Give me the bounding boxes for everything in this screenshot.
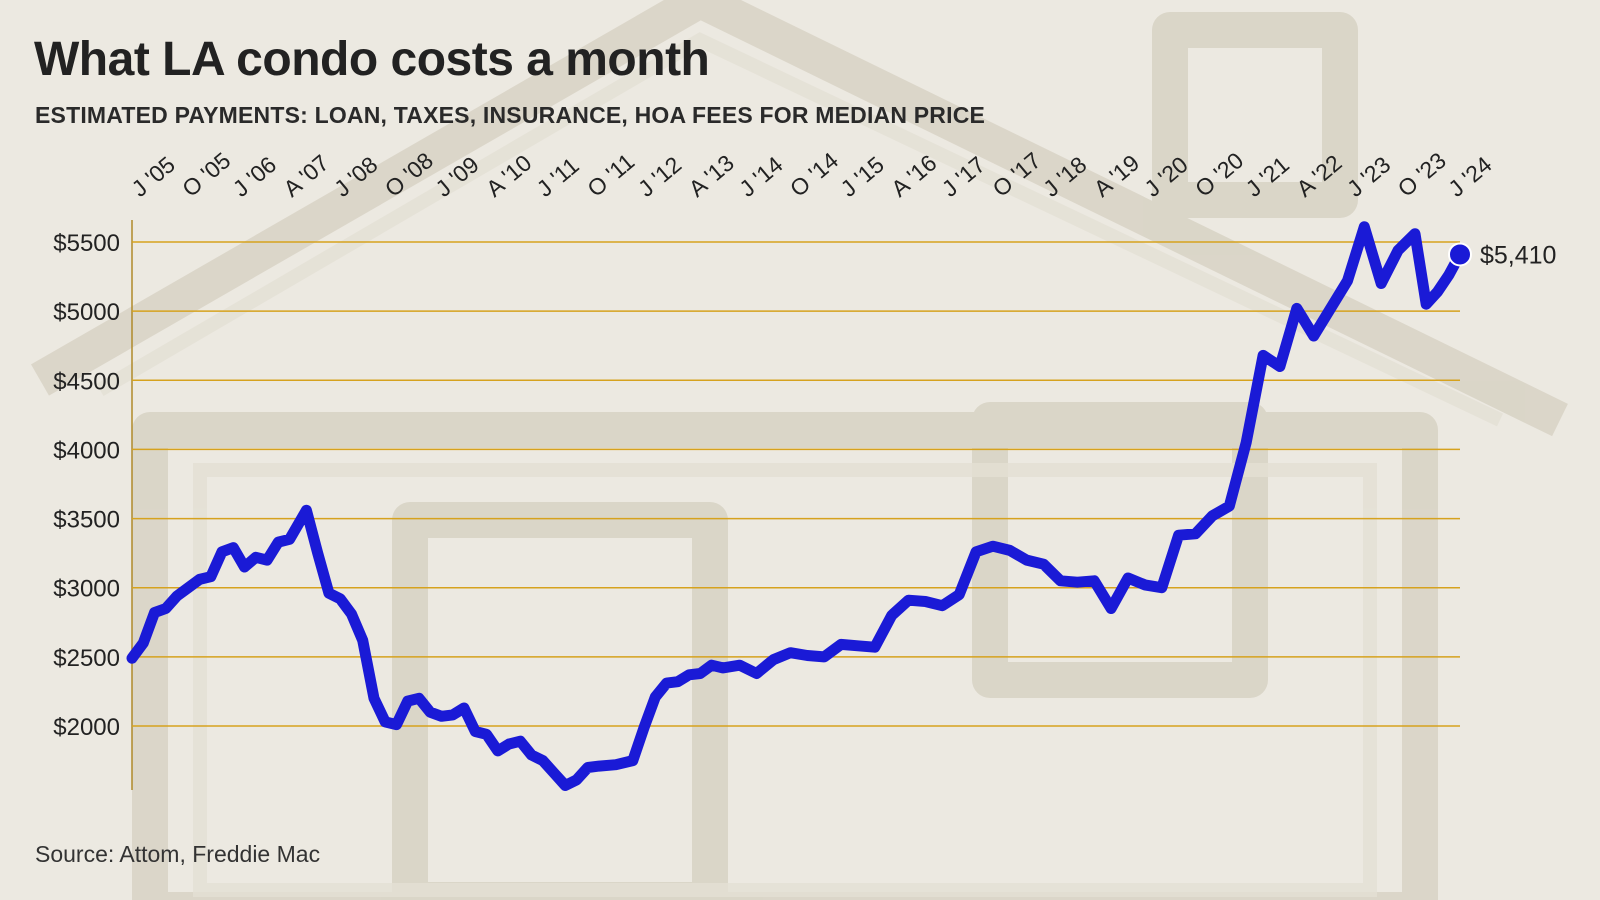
x-tick-label: J '09	[430, 151, 483, 202]
x-tick-label: O '17	[987, 147, 1045, 202]
x-tick-label: J '14	[734, 151, 788, 202]
x-tick-label: O '23	[1393, 147, 1451, 202]
y-axis-tick-labels: $2000 $2500 $3000 $3500 $4000 $4500 $5000 $5500	[53, 230, 120, 741]
x-tick-label: J '08	[329, 151, 382, 202]
x-tick-label: J '23	[1342, 151, 1395, 202]
y-tick-label: $3000	[53, 576, 120, 603]
x-axis-tick-labels: J '05O '05J '06A '07J '08O '08J '09A '10…	[127, 147, 1497, 202]
y-tick-label: $4500	[53, 368, 120, 395]
y-tick-label: $2000	[53, 714, 120, 741]
x-tick-label: J '12	[633, 151, 686, 202]
x-tick-label: J '20	[1139, 151, 1192, 202]
x-tick-label: J '21	[1241, 151, 1294, 202]
x-tick-label: J '15	[836, 151, 889, 202]
x-tick-label: A '19	[1089, 149, 1144, 201]
y-tick-label: $5000	[53, 299, 120, 326]
x-tick-label: O '11	[582, 148, 639, 202]
y-tick-label: $5500	[53, 230, 120, 257]
end-point-marker	[1448, 242, 1472, 267]
chart-subtitle: ESTIMATED PAYMENTS: LOAN, TAXES, INSURAN…	[35, 102, 986, 128]
x-tick-label: J '17	[937, 151, 990, 202]
y-tick-label: $2500	[53, 645, 120, 672]
end-value-label: $5,410	[1480, 241, 1556, 269]
y-tick-label: $4000	[53, 437, 120, 464]
x-tick-label: A '10	[481, 149, 536, 201]
x-tick-label: A '16	[886, 149, 941, 201]
series-line	[126, 221, 1466, 791]
x-tick-label: J '11	[532, 152, 584, 202]
x-tick-label: O '05	[177, 147, 235, 202]
x-tick-label: O '14	[785, 147, 843, 202]
x-tick-label: A '22	[1291, 149, 1346, 201]
x-tick-label: A '13	[684, 149, 739, 201]
x-tick-label: J '18	[1038, 151, 1091, 202]
x-tick-label: J '06	[228, 151, 281, 202]
x-tick-label: J '24	[1443, 151, 1497, 202]
x-tick-label: O '08	[380, 147, 438, 202]
x-tick-label: O '20	[1190, 147, 1248, 202]
y-tick-label: $3500	[53, 507, 120, 534]
source-note: Source: Attom, Freddie Mac	[35, 841, 321, 867]
x-tick-label: A '07	[278, 149, 333, 201]
chart-title: What LA condo costs a month	[34, 33, 710, 86]
x-tick-label: J '05	[127, 151, 180, 202]
